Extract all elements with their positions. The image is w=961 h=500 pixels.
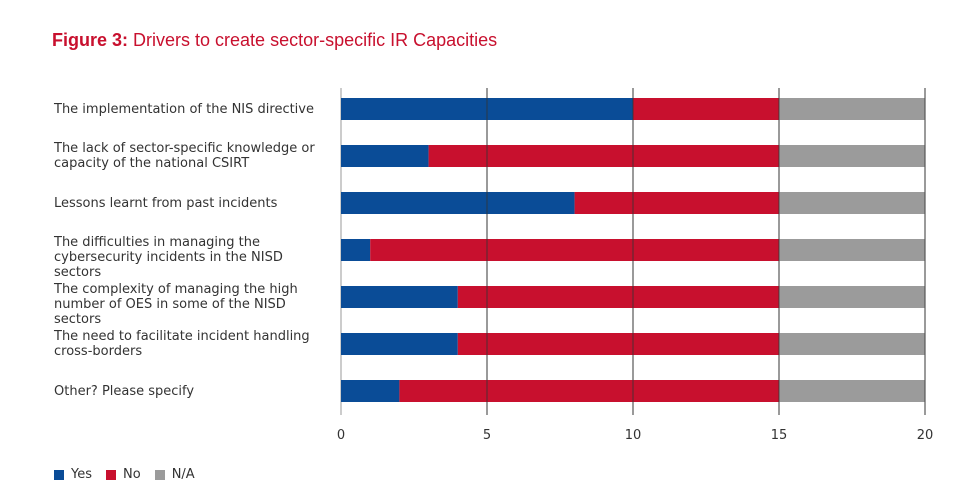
category-label-line: number of OES in some of the NISD sector… [54, 297, 286, 327]
bar-no-2 [574, 192, 779, 214]
category-label-line: Lessons learnt from past incidents [54, 195, 278, 211]
x-tick-label: 20 [916, 428, 934, 443]
x-tick-label: 0 [336, 428, 346, 443]
category-label-line: capacity of the national CSIRT [54, 156, 250, 171]
bar-yes-2 [341, 192, 575, 214]
legend-swatch [54, 469, 64, 480]
bar-na-0 [779, 98, 925, 120]
category-label: The difficulties in managing the cybersec… [54, 235, 334, 280]
category-label-line: cybersecurity incidents in the NISD sect… [54, 250, 283, 280]
legend-label: Yes [71, 467, 92, 482]
legend: Yes No N/A [54, 467, 209, 482]
legend-item-no: No [106, 467, 141, 482]
x-tick-label: 10 [624, 428, 642, 443]
legend-label: N/A [171, 467, 195, 482]
legend-swatch [106, 469, 116, 480]
figure-caption: Drivers to create sector-specific IR Cap… [133, 30, 498, 50]
x-tick-label: 15 [770, 428, 788, 443]
bar-na-3 [779, 239, 925, 261]
legend-item-na: N/A [154, 467, 195, 482]
bar-no-0 [633, 98, 779, 120]
bar-yes-5 [341, 333, 458, 355]
bar-no-4 [457, 286, 779, 308]
bar-na-2 [779, 192, 925, 214]
bar-na-1 [779, 145, 925, 167]
legend-swatch [154, 469, 165, 480]
chart-title: Figure 3: Drivers to create sector-speci… [52, 30, 497, 51]
bar-na-5 [779, 333, 925, 355]
bar-no-3 [370, 239, 779, 261]
bar-na-6 [779, 380, 925, 402]
bar-yes-1 [341, 145, 429, 167]
legend-label: No [123, 467, 141, 482]
category-label: The complexity of managing the high numbe… [54, 282, 334, 327]
x-tick-label: 5 [482, 428, 492, 443]
category-label-line: The need to facilitate incident handling [54, 329, 310, 344]
category-label: The need to facilitate incident handling… [54, 329, 334, 359]
category-label-line: The implementation of the NIS directive [54, 101, 314, 117]
figure-number: Figure 3: [52, 30, 129, 50]
bar-no-5 [457, 333, 779, 355]
bar-yes-6 [341, 380, 400, 402]
bar-na-4 [779, 286, 925, 308]
legend-item-yes: Yes [54, 467, 92, 482]
category-label-line: cross-borders [54, 344, 143, 359]
bar-no-6 [399, 380, 779, 402]
category-label-line: The difficulties in managing the [54, 235, 260, 250]
category-label: Other? Please specify [54, 384, 334, 399]
bar-yes-3 [341, 239, 371, 261]
bar-no-1 [428, 145, 779, 167]
category-label: The lack of sector-specific knowledge or… [54, 141, 334, 171]
bar-yes-4 [341, 286, 458, 308]
category-label-line: Other? Please specify [54, 383, 195, 399]
category-label-line: The lack of sector-specific knowledge or [54, 141, 315, 156]
category-label: Lessons learnt from past incidents [54, 196, 334, 211]
category-label: The implementation of the NIS directive [54, 102, 334, 117]
category-label-line: The complexity of managing the high [54, 282, 298, 297]
